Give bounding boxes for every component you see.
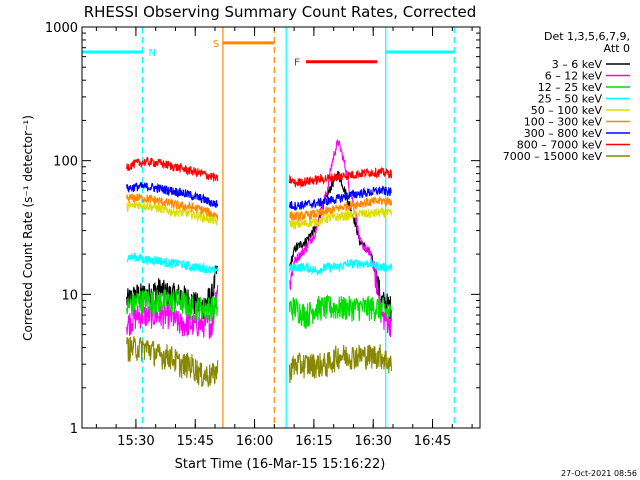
series-line: [126, 182, 392, 211]
series-line: [126, 252, 393, 277]
state-bar-label: F: [294, 58, 300, 69]
x-tick-label: 15:30: [117, 434, 154, 449]
plot-frame: [81, 26, 481, 429]
y-tick-label: 10: [61, 288, 78, 303]
legend-entry-label: 6 – 12 keV: [545, 70, 603, 83]
x-tick-label: 15:45: [177, 434, 214, 449]
x-tick-label: 16:15: [295, 434, 332, 449]
y-axis-label: Corrected Count Rate (s⁻¹ detector⁻¹): [21, 115, 35, 341]
x-tick-label: 16:00: [236, 434, 273, 449]
state-bar-label: N: [149, 48, 156, 59]
plot-area: N S F: [82, 27, 455, 428]
timestamp: 27-Oct-2021 08:56: [561, 469, 637, 478]
series-line: [126, 193, 393, 222]
series-line: [126, 156, 393, 189]
series-line: [126, 336, 393, 388]
attenuator-label: Att 0: [604, 42, 630, 55]
detector-label: Det 1,3,5,6,7,9,: [544, 30, 630, 43]
state-bar-label: S: [213, 39, 219, 50]
chart-title: RHESSI Observing Summary Count Rates, Co…: [84, 3, 477, 21]
legend-entry-label: 800 – 7000 keV: [517, 139, 603, 152]
axes: 1 10 100 1000 15:30 15:45 16:00 16:15 16:30 16:45: [45, 21, 481, 449]
legend-entry-label: 100 – 300 keV: [524, 116, 603, 129]
y-tick-label: 1000: [45, 21, 78, 36]
series-line: [126, 200, 393, 230]
legend-entry-label: 300 – 800 keV: [524, 127, 603, 140]
x-tick-label: 16:30: [354, 434, 391, 449]
x-axis-label: Start Time (16-Mar-15 15:16:22): [175, 457, 386, 472]
series-line: [126, 288, 393, 329]
legend-entry-label: 12 – 25 keV: [538, 81, 603, 94]
legend-entry-label: 7000 – 15000 keV: [503, 150, 603, 163]
x-tick-label: 16:45: [414, 434, 451, 449]
legend-entry-label: 3 – 6 keV: [552, 58, 603, 71]
legend-entry-label: 50 – 100 keV: [531, 104, 603, 117]
y-tick-label: 100: [53, 155, 78, 170]
legend-entry-label: 25 – 50 keV: [538, 93, 603, 106]
y-tick-label: 1: [70, 422, 78, 437]
